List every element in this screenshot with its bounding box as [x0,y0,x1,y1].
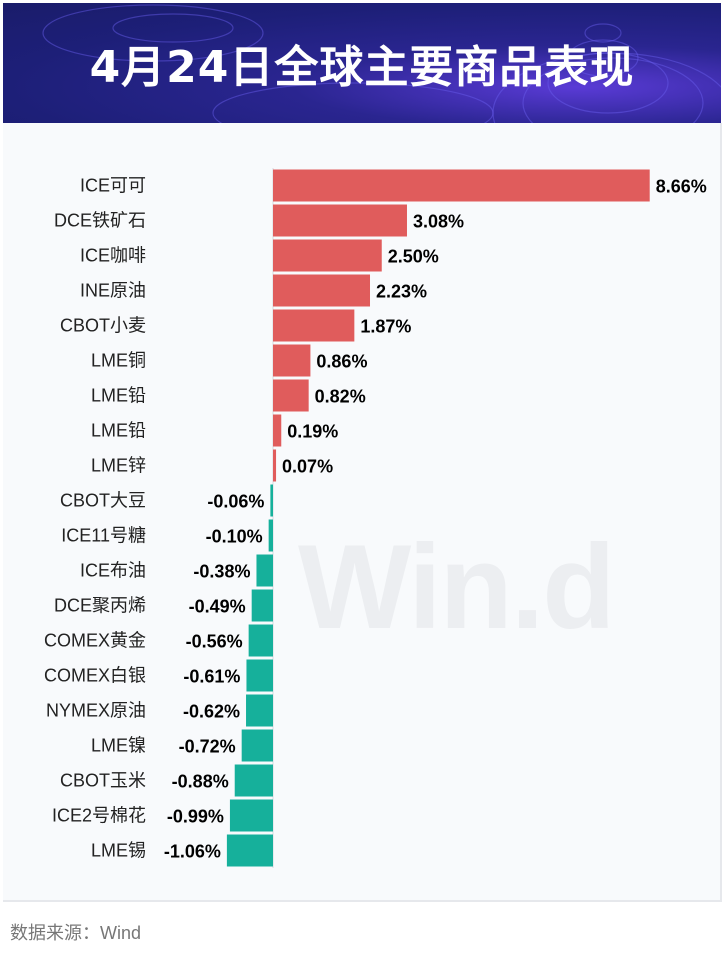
category-label: ICE咖啡 [80,246,146,266]
data-source: 数据来源：Wind [10,923,142,943]
data-label: -0.62% [183,702,240,722]
category-label: CBOT大豆 [60,491,146,511]
wind-watermark: Win.d [298,520,615,654]
category-label: LME锌 [91,456,146,476]
category-label: LME铅 [91,421,146,441]
category-label: LME铅 [91,386,146,406]
category-label: NYMEX原油 [46,701,146,721]
category-label: LME铜 [91,351,146,371]
category-label: CBOT玉米 [60,771,146,791]
bar [273,204,407,237]
data-label: 0.86% [316,352,367,372]
data-label: -0.38% [193,562,250,582]
category-label: LME锡 [91,841,146,861]
bar [234,764,273,797]
bar [273,344,311,377]
bar [273,309,355,342]
data-label: -0.10% [206,527,263,547]
category-label: CBOT小麦 [60,316,146,336]
bar [273,239,382,272]
data-label: -0.06% [207,492,264,512]
data-label: -0.56% [186,632,243,652]
bar [273,449,277,482]
category-label: ICE2号棉花 [52,806,146,826]
data-label: -0.72% [179,737,236,757]
bar [251,589,273,622]
category-label: COMEX白银 [44,666,146,686]
bar [241,729,273,762]
data-label: -1.06% [164,842,221,862]
data-label: 2.50% [388,247,439,267]
bar [229,799,273,832]
bar [268,519,273,552]
contour-decoration [42,4,721,123]
data-label: 0.82% [315,387,366,407]
category-label: DCE聚丙烯 [54,596,146,616]
data-label: 1.87% [360,317,411,337]
data-label: 3.08% [413,212,464,232]
data-label: -0.88% [172,772,229,792]
bar [273,379,309,412]
data-label: 0.07% [282,457,333,477]
header-banner: 4月24日全球主要商品表现 [3,3,721,123]
category-label: LME镍 [91,736,146,756]
bar [270,484,273,517]
category-label: ICE可可 [80,176,146,196]
category-label: COMEX黄金 [44,631,146,651]
category-label: ICE布油 [80,561,146,581]
data-label: 2.23% [376,282,427,302]
data-label: -0.61% [183,667,240,687]
bar [246,694,273,727]
category-label: INE原油 [80,281,146,301]
chart-panel: Win.d ICE可可 8.66% DCE铁矿石 3.08% ICE咖啡 2.50% INE… [3,123,722,902]
data-label: 8.66% [656,177,707,197]
bar [246,659,273,692]
category-label: DCE铁矿石 [54,211,146,231]
bar [273,169,650,202]
bar [248,624,273,657]
bar [226,834,273,867]
data-label: -0.49% [189,597,246,617]
bar [273,414,282,447]
category-label: ICE11号糖 [61,526,146,546]
bar [273,274,371,307]
bar [256,554,273,587]
data-label: -0.99% [167,807,224,827]
chart-title: 4月24日全球主要商品表现 [89,42,635,93]
bar-chart: ICE可可 8.66% DCE铁矿石 3.08% ICE咖啡 2.50% INE原油 2.23… [44,168,707,868]
data-label: 0.19% [287,422,338,442]
